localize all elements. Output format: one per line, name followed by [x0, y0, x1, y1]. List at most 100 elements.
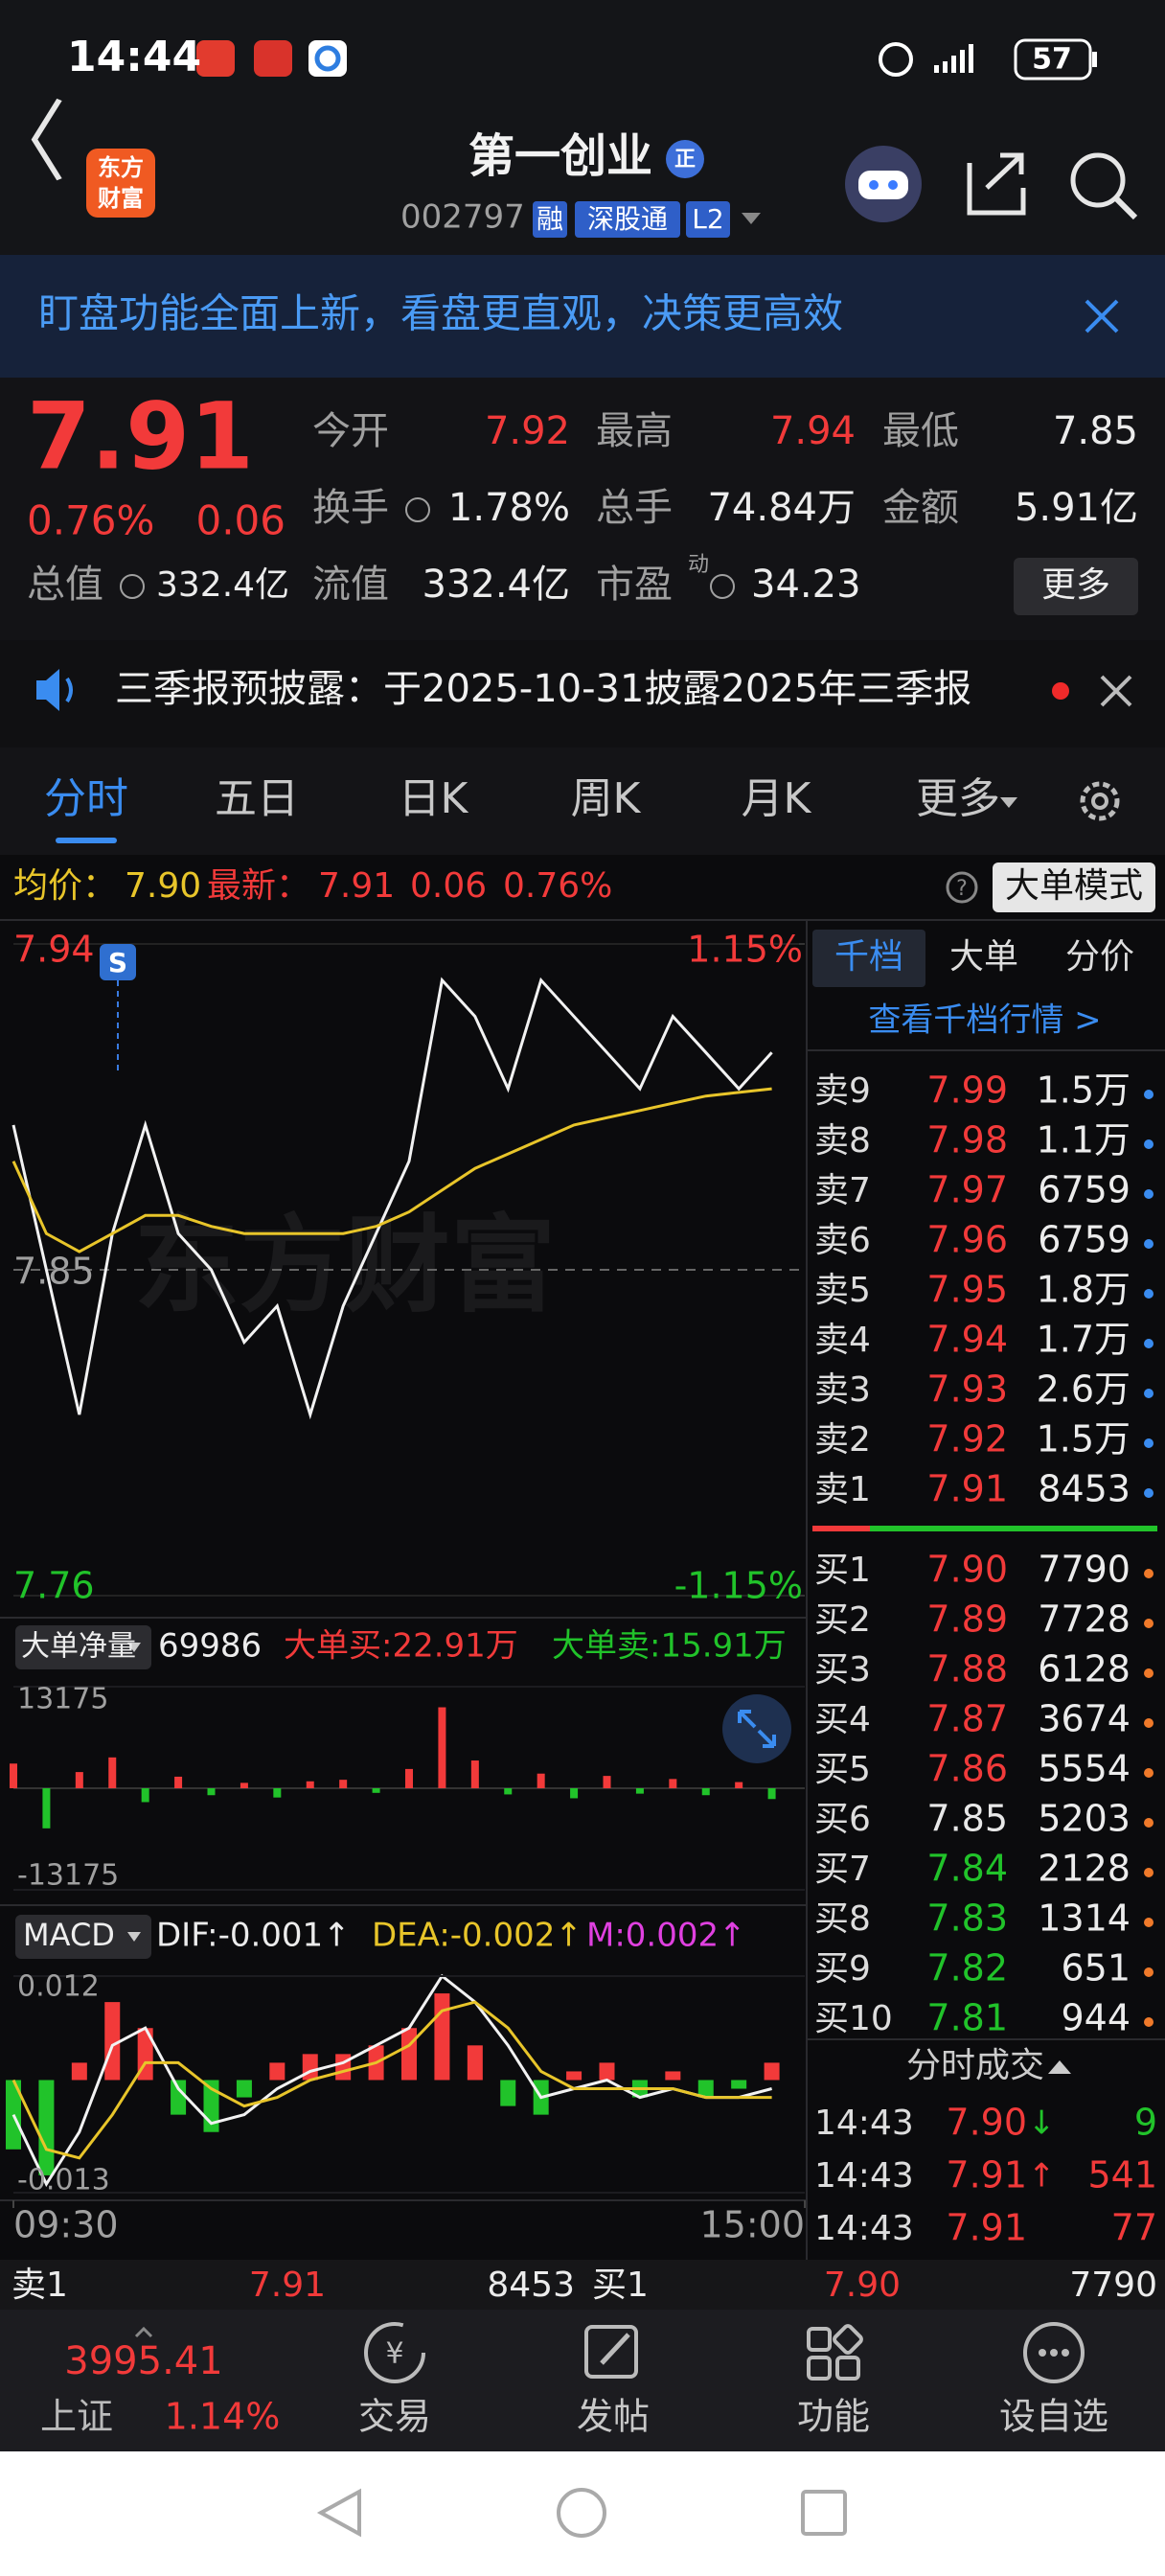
book-level: 卖7 [814, 1171, 871, 1210]
y-tick-label: 0.012 [17, 1970, 100, 2004]
expand-button[interactable] [722, 1694, 791, 1763]
notice-close[interactable] [1100, 675, 1132, 707]
book-dot [1144, 1668, 1154, 1678]
book-level: 卖9 [814, 1071, 871, 1111]
settings-core [1091, 793, 1108, 810]
book-volume: 8453 [1038, 1468, 1131, 1510]
book-volume: 1.1万 [1037, 1119, 1131, 1162]
more-button-label: 更多 [1041, 565, 1110, 605]
expand-icon [738, 1710, 776, 1748]
help-icon[interactable] [946, 871, 978, 904]
bq-price: 7.91 [249, 2266, 326, 2305]
nav-item[interactable]: 交易 [358, 2396, 431, 2438]
watchlist-icon[interactable] [1023, 2322, 1085, 2383]
notice-text: 三季报预披露：于2025-10-31披露2025年三季报 [115, 667, 971, 711]
net-bar [438, 1707, 446, 1788]
last-label: 最新： [207, 866, 310, 906]
system-recent[interactable] [801, 2490, 847, 2536]
book-tab: 千档 [834, 937, 903, 977]
back-button[interactable] [31, 98, 62, 181]
y-tick-label: 7.94 [13, 929, 95, 971]
book-level: 卖1 [814, 1470, 871, 1509]
assistant-eye [888, 180, 898, 190]
book-tab: 大单 [949, 937, 1018, 977]
post-icon[interactable] [584, 2325, 638, 2379]
book-volume: 651 [1061, 1947, 1131, 1990]
battery-level: 57 [1032, 43, 1072, 77]
settings-button[interactable] [1080, 781, 1120, 821]
search-button[interactable] [1070, 152, 1126, 208]
tag-bg [533, 201, 567, 238]
book-price: 7.83 [926, 1898, 1008, 1940]
book-tab: 分价 [1065, 937, 1134, 977]
post-pen [600, 2333, 630, 2365]
nav-item[interactable]: 发帖 [577, 2396, 650, 2438]
macd-bar [269, 2062, 286, 2081]
book-price: 7.88 [926, 1648, 1008, 1690]
macd-bar [401, 2028, 417, 2081]
y-tick-label: 7.85 [13, 1251, 95, 1293]
macd-bar [71, 2062, 87, 2081]
bq-label: 卖1 [11, 2266, 68, 2305]
net-bar [207, 1788, 216, 1796]
book-volume: 1.8万 [1037, 1269, 1131, 1311]
banner-bg [0, 255, 1165, 378]
book-level: 卖6 [814, 1221, 871, 1260]
macd-bar [500, 2080, 516, 2106]
nav-item[interactable]: 设自选 [999, 2396, 1108, 2438]
book-price: 7.91 [926, 1468, 1008, 1510]
book-level: 买1 [814, 1551, 871, 1590]
function-icon[interactable] [807, 2324, 863, 2380]
share-button[interactable] [967, 152, 1026, 216]
field-value: 332.4亿 [422, 563, 570, 607]
dif-label: DIF:-0.001↑ [156, 1917, 351, 1955]
mode-button[interactable] [993, 862, 1155, 912]
field-label: 最高 [596, 409, 673, 453]
y2-tick-label: -1.15% [674, 1565, 803, 1607]
field-label: 总手 [596, 486, 673, 530]
book-dot [1144, 1090, 1154, 1099]
net-sell: 大单卖:15.91万 [552, 1627, 787, 1666]
trade-volume: 77 [1111, 2207, 1157, 2249]
macd-bar [566, 2071, 582, 2081]
net-bar [635, 1788, 644, 1794]
book-price: 7.87 [926, 1698, 1008, 1740]
watchlist-dots [1039, 2349, 1069, 2357]
net-bar [405, 1768, 413, 1788]
stock-tag: 深股通 [587, 203, 668, 235]
net-selector[interactable] [15, 1625, 151, 1669]
book-volume: 1314 [1038, 1898, 1131, 1940]
macd-bar [697, 2080, 714, 2098]
field-value: 7.92 [485, 409, 570, 453]
search-handle [1113, 196, 1138, 220]
book-dot [1144, 1818, 1154, 1828]
assistant-face [858, 171, 908, 199]
field-value: 34.23 [751, 563, 861, 607]
book-level: 买3 [814, 1650, 871, 1690]
system-home[interactable] [557, 2488, 606, 2538]
code-dropdown[interactable] [742, 213, 761, 224]
field-label: 金额 [882, 486, 959, 530]
net-buy: 大单买:22.91万 [284, 1627, 518, 1666]
macd-selector[interactable] [15, 1915, 151, 1959]
book-dot [1144, 1768, 1154, 1778]
net-bar [504, 1788, 513, 1795]
trade-icon[interactable] [364, 2322, 425, 2383]
y2-tick-label: 1.15% [687, 929, 803, 971]
avg-label: 均价： [13, 866, 117, 906]
book-volume: 1.7万 [1037, 1319, 1131, 1361]
info-icon [710, 574, 735, 599]
book-volume: 1.5万 [1037, 1070, 1131, 1112]
more-button[interactable] [1014, 558, 1138, 615]
book-level: 卖3 [814, 1370, 871, 1410]
system-back[interactable] [316, 2488, 361, 2538]
book-level: 买9 [814, 1949, 871, 1989]
book-divider-green [870, 1526, 1157, 1531]
book-volume: 6759 [1038, 1169, 1131, 1211]
book-level: 买2 [814, 1600, 871, 1640]
book-dot [1144, 1569, 1154, 1578]
bq-price: 7.90 [824, 2266, 901, 2305]
banner-close[interactable] [1085, 299, 1119, 334]
book-volume: 2128 [1038, 1848, 1131, 1890]
nav-item[interactable]: 功能 [797, 2396, 870, 2438]
